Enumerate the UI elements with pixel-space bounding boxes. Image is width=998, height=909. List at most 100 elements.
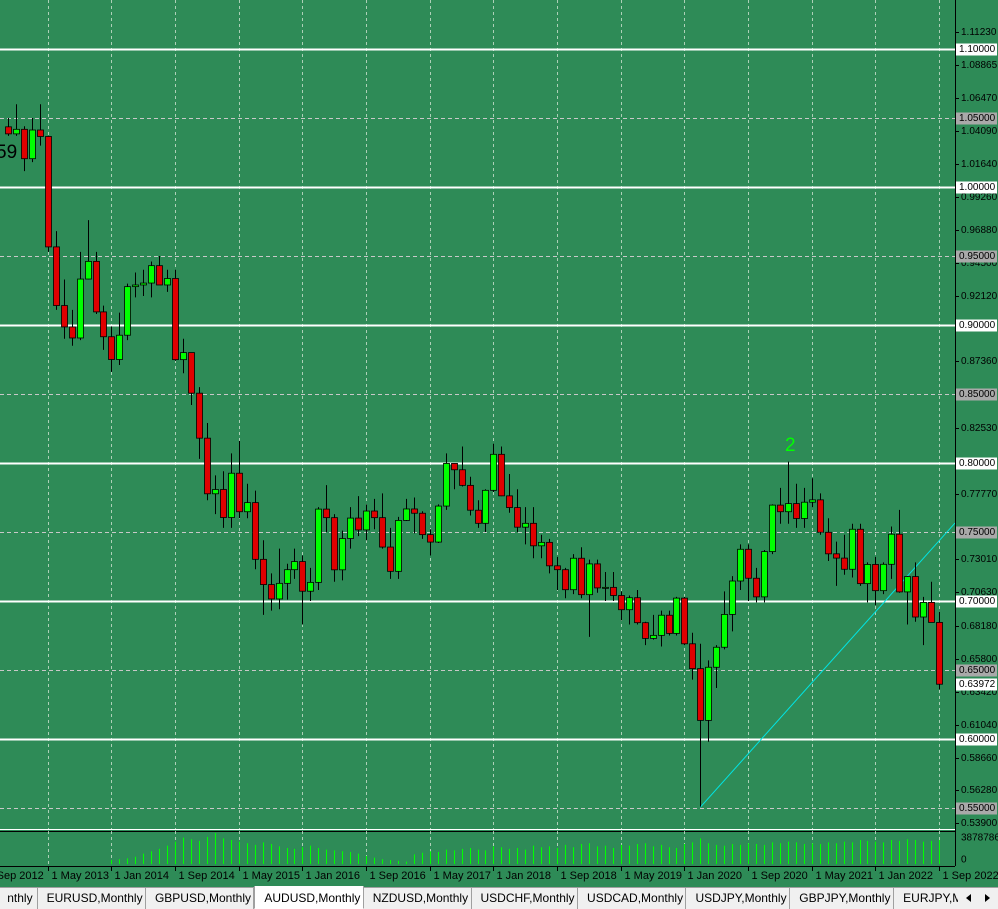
chart-tab[interactable]: USDCAD,Monthly — [578, 888, 687, 909]
candle-body — [705, 666, 712, 721]
candle-body — [546, 541, 553, 567]
price-level-label: 0.70000 — [959, 596, 996, 607]
chart-tab[interactable]: AUDUSD,Monthly — [254, 886, 364, 909]
candle-body — [888, 533, 895, 565]
x-tick-label: 1 May 2017 — [434, 870, 491, 882]
candle-body — [244, 502, 251, 513]
x-tick-label: 1 Sep 2020 — [752, 870, 808, 882]
price-level-label: 0.75000 — [959, 527, 996, 538]
price-level-box — [956, 112, 997, 125]
candle-body — [323, 508, 330, 519]
candle-body — [467, 484, 474, 511]
candle-body — [108, 336, 115, 360]
price-level-box — [956, 388, 997, 401]
chart-tab[interactable]: GBPUSD,Monthly — [146, 888, 255, 909]
candle-body — [936, 622, 943, 685]
candle-body — [761, 551, 768, 598]
candle-body — [602, 586, 609, 589]
candle-body — [912, 576, 919, 618]
price-level-box — [956, 733, 997, 746]
candle-body — [809, 499, 816, 503]
x-tick-label: 1 May 2019 — [625, 870, 682, 882]
candle-body — [387, 546, 394, 572]
candle-body — [212, 489, 219, 495]
candle-body — [737, 548, 744, 582]
candle-body — [37, 129, 44, 137]
candle-body — [498, 453, 505, 497]
candle-body — [928, 601, 935, 623]
price-level-box — [956, 181, 997, 194]
candle-body — [506, 495, 513, 508]
candle-body — [188, 352, 195, 394]
candle-body — [594, 563, 601, 589]
candle-body — [140, 282, 147, 286]
candle-body — [427, 534, 434, 543]
price-level-label: 0.80000 — [959, 458, 996, 469]
candle-body — [331, 517, 338, 571]
y-tick-label: 1.01640 — [961, 159, 998, 170]
candle-body — [872, 564, 879, 592]
candle-body — [538, 541, 545, 547]
candle-body — [721, 614, 728, 648]
candle-body — [841, 557, 848, 570]
candle-body — [849, 528, 856, 570]
candle-body — [100, 311, 107, 338]
y-tick-label: 1.06470 — [961, 93, 998, 104]
candle-body — [196, 392, 203, 439]
candle-body — [769, 504, 776, 553]
candle-body — [45, 136, 52, 248]
scroll-left[interactable] — [966, 894, 971, 902]
candle-body — [252, 502, 259, 560]
chart-tab[interactable]: EURUSD,Monthly — [38, 888, 146, 909]
candle-body — [435, 505, 442, 543]
x-tick-label: 1 Jan 2022 — [879, 870, 933, 882]
candle-body — [172, 278, 179, 361]
grid — [48, 0, 940, 829]
candle-body — [148, 265, 155, 284]
y-tick-label: 0.65800 — [961, 654, 998, 665]
candle-body — [419, 512, 426, 536]
volume-tick-label: 0 — [961, 855, 967, 866]
candle-body — [347, 517, 354, 539]
candle-body — [260, 558, 267, 585]
candle-body — [29, 129, 36, 160]
price-level-label: 1.10000 — [959, 44, 996, 55]
candle-body — [554, 565, 561, 571]
candle-body — [650, 634, 657, 639]
candle-body — [777, 504, 784, 513]
candles — [5, 104, 943, 807]
tab-scroll-arrows[interactable] — [958, 888, 998, 909]
bid-box — [956, 678, 997, 691]
chart-tab[interactable]: USDJPY,Monthly — [686, 888, 791, 909]
chart-tab[interactable]: GBPJPY,Monthly — [790, 888, 895, 909]
candle-body — [291, 561, 298, 571]
candle-body — [228, 472, 235, 518]
candle-body — [315, 508, 322, 583]
x-tick-label: 1 Jan 2020 — [688, 870, 742, 882]
candle-body — [443, 463, 450, 507]
chart-tab[interactable]: NZDUSD,Monthly — [364, 888, 472, 909]
candle-body — [339, 538, 346, 571]
candle-body — [403, 508, 410, 521]
candle-body — [817, 499, 824, 533]
candle-body — [658, 614, 665, 636]
candle-body — [13, 128, 20, 135]
candle-body — [124, 286, 131, 336]
y-tick-label: 0.63420 — [961, 687, 998, 698]
chart-tab[interactable]: nthly — [0, 888, 38, 909]
candle-body — [93, 260, 100, 313]
candle-body — [833, 553, 840, 559]
price-level-label: 0.55000 — [959, 803, 996, 814]
x-tick-label: 1 May 2021 — [816, 870, 873, 882]
candle-body — [713, 646, 720, 668]
scroll-right[interactable] — [985, 894, 990, 902]
price-level-label: 0.95000 — [959, 251, 996, 262]
y-tick-label: 0.92120 — [961, 291, 998, 302]
y-tick-label: 0.61040 — [961, 720, 998, 731]
y-tick-label: 0.53900 — [961, 818, 998, 829]
chart: 1 Sep 2012 1 May 2013 1 Jan 2014 1 Sep 2014… — [0, 0, 998, 882]
candle-body — [490, 453, 497, 491]
chart-tab[interactable]: USDCHF,Monthly — [472, 888, 579, 909]
price-level-box — [956, 664, 997, 677]
candle-body — [379, 517, 386, 548]
